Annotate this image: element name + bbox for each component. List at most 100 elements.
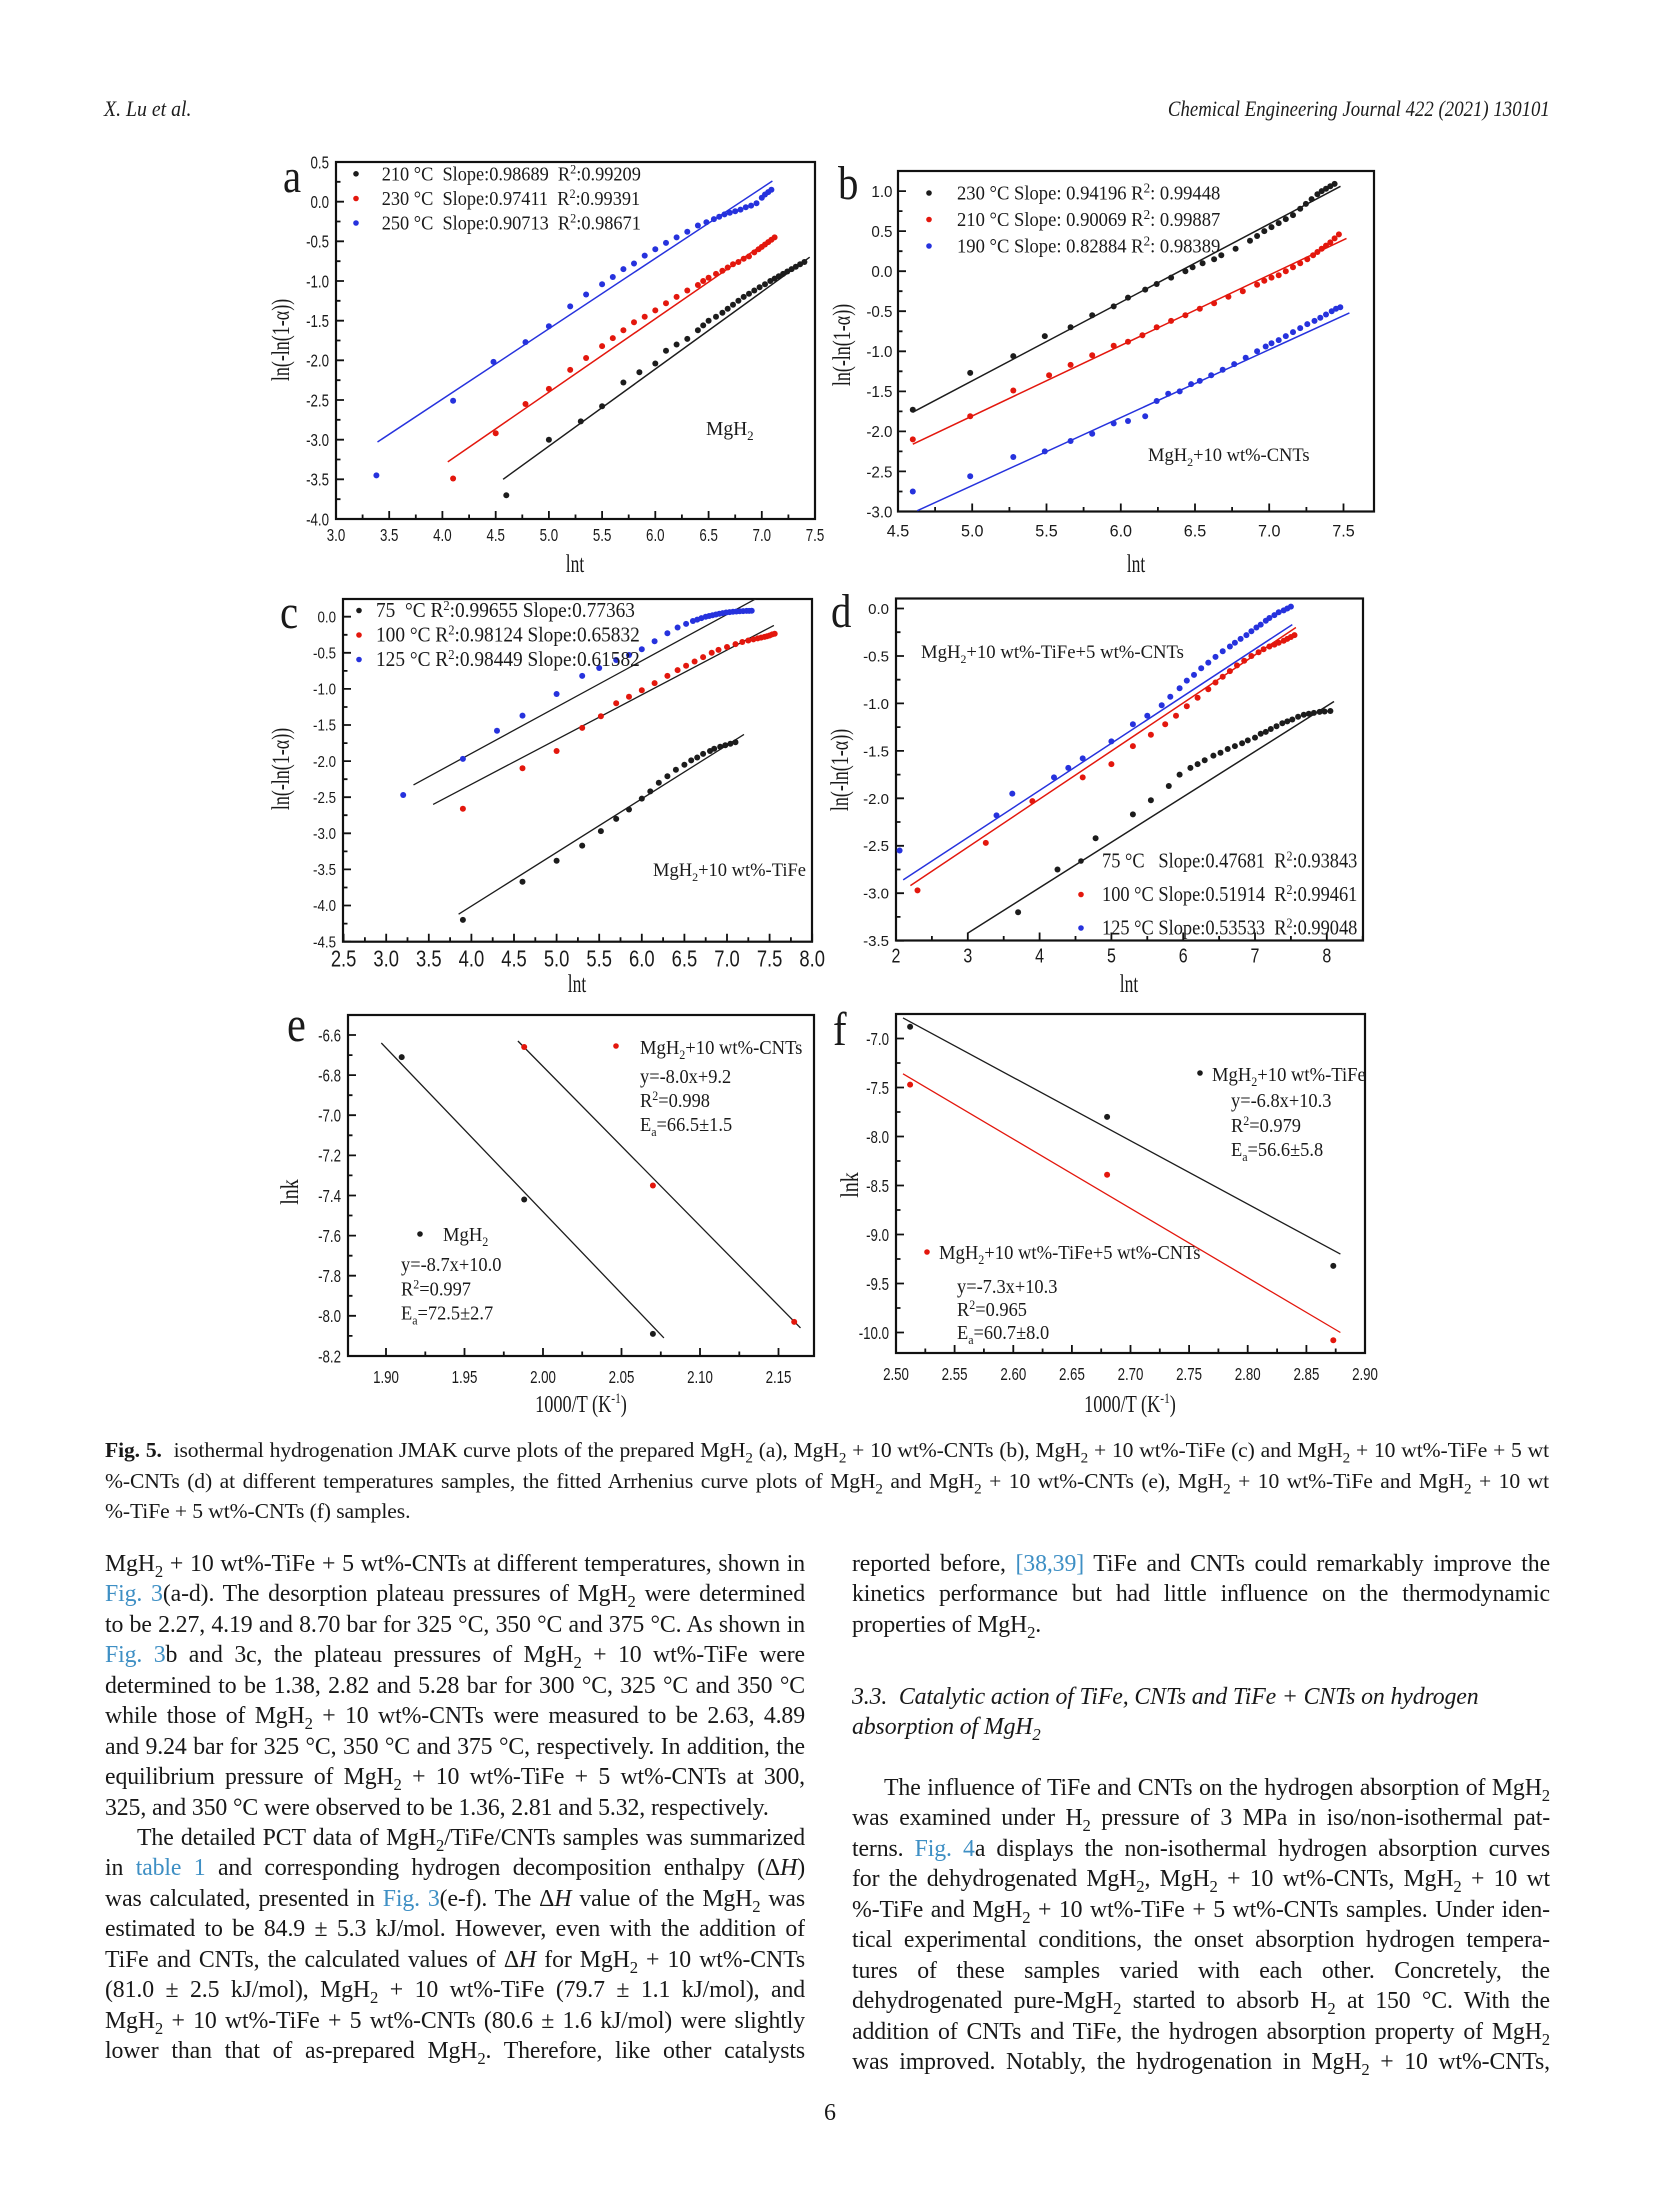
svg-text:-1.0: -1.0 — [863, 696, 889, 713]
svg-text:2.75: 2.75 — [1176, 1365, 1202, 1384]
svg-text:0.5: 0.5 — [311, 154, 329, 173]
svg-text:-7.5: -7.5 — [866, 1079, 889, 1098]
svg-text:R2​=0.965: R2​=0.965 — [957, 1298, 1027, 1322]
svg-text:-6.6: -6.6 — [318, 1027, 341, 1046]
svg-text:-1.5: -1.5 — [306, 312, 329, 331]
svg-text:e: e — [287, 998, 306, 1053]
svg-text:1.90: 1.90 — [373, 1368, 399, 1387]
svg-text:125 °C R2​:0.98449 Slope:0.615: 125 °C R2​:0.98449 Slope:0.61582 — [376, 646, 640, 671]
svg-text:5.0: 5.0 — [540, 526, 559, 545]
svg-text:5.5: 5.5 — [586, 947, 612, 972]
svg-text:2.80: 2.80 — [1235, 1365, 1261, 1384]
svg-text:7.0: 7.0 — [753, 526, 772, 545]
svg-text:4.0: 4.0 — [433, 526, 452, 545]
svg-text:ln(-ln(1-α)): ln(-ln(1-α)) — [267, 299, 295, 381]
svg-text:R2​=0.979: R2​=0.979 — [1231, 1114, 1301, 1138]
svg-text:6.5: 6.5 — [1184, 521, 1206, 540]
svg-text:-9.5: -9.5 — [866, 1275, 889, 1294]
svg-text:0.0: 0.0 — [317, 610, 336, 627]
svg-text:-1.5: -1.5 — [866, 384, 892, 401]
svg-text:1.0: 1.0 — [871, 184, 892, 201]
svg-text:ln(-ln(1-α)): ln(-ln(1-α)) — [826, 729, 854, 811]
svg-text:4.5: 4.5 — [501, 947, 527, 972]
svg-text:-10.0: -10.0 — [859, 1324, 890, 1343]
svg-text:2.10: 2.10 — [687, 1368, 713, 1387]
svg-text:-2.0: -2.0 — [313, 754, 336, 771]
svg-text:-7.0: -7.0 — [866, 1030, 889, 1049]
svg-text:-0.5: -0.5 — [306, 233, 329, 252]
svg-text:4.5: 4.5 — [486, 526, 504, 545]
svg-text:R2​=0.997: R2​=0.997 — [401, 1277, 471, 1301]
svg-text:210 °C Slope: 0.90069 R2​: 0.9: 210 °C Slope: 0.90069 R2​: 0.99887 — [957, 207, 1221, 232]
svg-text:-4.5: -4.5 — [313, 934, 336, 951]
svg-text:1000/T (K-1​): 1000/T (K-1​) — [1084, 1389, 1176, 1417]
svg-text:-4.0: -4.0 — [306, 511, 329, 530]
svg-text:5.5: 5.5 — [593, 526, 611, 545]
svg-text:250 °C Slope:0.90713 R2​:0.9: 250 °C Slope:0.90713 R2​:0.98671 — [382, 211, 641, 234]
svg-text:-8.5: -8.5 — [866, 1177, 889, 1196]
svg-text:-1.5: -1.5 — [313, 718, 336, 735]
svg-text:MgH2​+10 wt%-CNTs: MgH2​+10 wt%-CNTs — [1148, 446, 1310, 469]
svg-text:lnt: lnt — [1127, 550, 1145, 578]
svg-text:6.0: 6.0 — [1110, 521, 1132, 540]
svg-text:2.85: 2.85 — [1293, 1365, 1319, 1384]
svg-text:MgH2​: MgH2​ — [443, 1224, 488, 1249]
svg-text:3: 3 — [963, 945, 972, 967]
svg-text:y=-7.3x+10.3: y=-7.3x+10.3 — [957, 1276, 1057, 1298]
svg-text:-3.5: -3.5 — [313, 862, 336, 879]
svg-text:5.0: 5.0 — [544, 947, 570, 972]
svg-text:2.90: 2.90 — [1352, 1365, 1378, 1384]
svg-text:2.70: 2.70 — [1118, 1365, 1144, 1384]
svg-text:0.0: 0.0 — [868, 601, 889, 618]
svg-text:2.55: 2.55 — [942, 1365, 968, 1384]
svg-text:-8.2: -8.2 — [318, 1348, 341, 1367]
svg-text:-2.0: -2.0 — [866, 424, 892, 441]
svg-text:7.0: 7.0 — [1258, 521, 1280, 540]
svg-text:MgH2​+10 wt%-TiFe: MgH2​+10 wt%-TiFe — [653, 861, 806, 884]
svg-text:7.5: 7.5 — [1332, 521, 1354, 540]
svg-text:-3.5: -3.5 — [306, 471, 329, 490]
svg-text:-8.0: -8.0 — [318, 1308, 341, 1327]
svg-text:lnt: lnt — [566, 550, 584, 578]
svg-text:MgH2​+10 wt%-TiFe: MgH2​+10 wt%-TiFe — [1212, 1064, 1366, 1089]
svg-text:-0.5: -0.5 — [866, 304, 892, 321]
svg-text:100 °C R2​:0.98124 Slope:0.658: 100 °C R2​:0.98124 Slope:0.65832 — [376, 622, 640, 647]
svg-text:0.0: 0.0 — [311, 193, 330, 212]
svg-text:6.5: 6.5 — [699, 526, 717, 545]
svg-text:Ea​=66.5±1.5: Ea​=66.5±1.5 — [640, 1114, 732, 1139]
svg-text:y=-8.7x+10.0: y=-8.7x+10.0 — [401, 1254, 501, 1276]
svg-text:0.0: 0.0 — [871, 264, 892, 281]
svg-text:7.5: 7.5 — [806, 526, 824, 545]
svg-text:-2.5: -2.5 — [306, 392, 329, 411]
svg-text:d: d — [831, 584, 851, 638]
svg-text:f: f — [833, 1002, 847, 1056]
svg-text:-1.0: -1.0 — [313, 682, 336, 699]
svg-text:100 °C Slope:0.51914 R2​:0.99: 100 °C Slope:0.51914 R2​:0.99461 — [1102, 881, 1357, 906]
svg-text:4.0: 4.0 — [459, 947, 485, 972]
svg-text:ln(-ln(1-α)): ln(-ln(1-α)) — [267, 728, 295, 810]
svg-text:-2.5: -2.5 — [863, 838, 889, 855]
svg-text:4: 4 — [1035, 945, 1044, 967]
svg-text:y=-8.0x+9.2: y=-8.0x+9.2 — [640, 1066, 731, 1088]
svg-text:75 °C Slope:0.47681 R2​:0.9: 75 °C Slope:0.47681 R2​:0.93843 — [1102, 848, 1357, 873]
svg-text:-3.0: -3.0 — [306, 431, 329, 450]
svg-text:lnt: lnt — [568, 970, 586, 998]
svg-text:y=-6.8x+10.3: y=-6.8x+10.3 — [1231, 1090, 1331, 1112]
svg-text:-7.2: -7.2 — [318, 1147, 341, 1166]
svg-text:4.5: 4.5 — [887, 521, 909, 540]
svg-text:lnk: lnk — [836, 1172, 864, 1198]
svg-text:2.00: 2.00 — [530, 1368, 556, 1387]
svg-text:-3.0: -3.0 — [313, 826, 336, 843]
svg-text:6.5: 6.5 — [672, 947, 698, 972]
svg-text:b: b — [838, 156, 858, 210]
svg-text:7.5: 7.5 — [757, 947, 783, 972]
svg-text:-2.5: -2.5 — [313, 790, 336, 807]
svg-text:190 °C Slope: 0.82884 R2​: 0.9: 190 °C Slope: 0.82884 R2​: 0.98389 — [957, 233, 1220, 258]
svg-text:Ea​=72.5±2.7: Ea​=72.5±2.7 — [401, 1303, 494, 1328]
svg-text:230 °C Slope: 0.94196 R2​: 0.9: 230 °C Slope: 0.94196 R2​: 0.99448 — [957, 180, 1220, 205]
svg-text:2.15: 2.15 — [766, 1368, 792, 1387]
svg-text:-3.0: -3.0 — [863, 886, 889, 903]
svg-text:1000/T (K-1​): 1000/T (K-1​) — [535, 1389, 627, 1417]
svg-text:-2.0: -2.0 — [306, 352, 329, 371]
svg-text:lnt: lnt — [1120, 970, 1138, 998]
